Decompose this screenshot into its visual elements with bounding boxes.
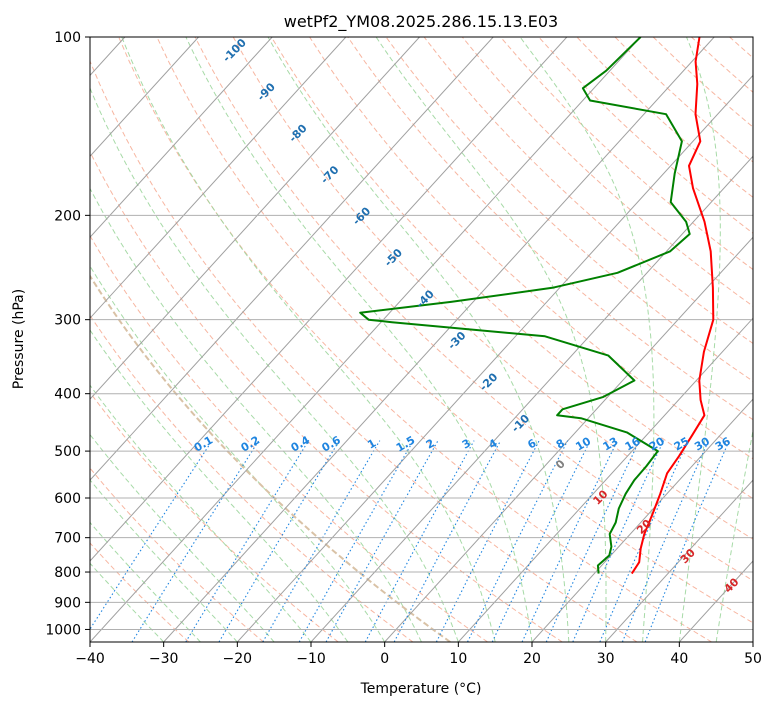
moist-adiabat-line bbox=[519, 37, 655, 642]
isotherm-line bbox=[90, 37, 420, 400]
mixing-ratio-line bbox=[90, 440, 213, 631]
x-tick-label: 40 bbox=[670, 651, 688, 667]
dry-adiabat-line bbox=[90, 59, 638, 642]
y-tick-label: 200 bbox=[54, 208, 81, 224]
y-tick-label: 900 bbox=[54, 595, 81, 611]
mixing-ratio-line bbox=[262, 440, 381, 642]
dry-adiabat-line bbox=[270, 37, 753, 500]
mixing-ratio-line bbox=[599, 440, 689, 642]
isotherm-line bbox=[384, 236, 753, 642]
profile-series bbox=[359, 37, 715, 575]
moist-adiabat-line bbox=[90, 265, 386, 642]
mixing-ratio-line bbox=[491, 440, 591, 642]
moist-adiabat-line bbox=[90, 562, 165, 642]
x-tick-label: −10 bbox=[296, 651, 326, 667]
x-tick-label: −20 bbox=[223, 651, 253, 667]
moist-adiabat-line bbox=[375, 37, 607, 642]
y-tick-label: 800 bbox=[54, 565, 81, 581]
mixing-ratio-line bbox=[545, 440, 640, 642]
profile-line bbox=[359, 37, 691, 574]
moist-adiabat-line bbox=[185, 37, 533, 642]
moist-adiabat-line bbox=[90, 86, 459, 642]
moist-adiabat-line bbox=[715, 428, 753, 642]
plot-frame bbox=[89, 36, 754, 643]
y-tick-label: 600 bbox=[54, 491, 81, 507]
dry-adiabat-line bbox=[385, 37, 753, 382]
dry-adiabat-line bbox=[156, 37, 753, 624]
mixing-ratio-line bbox=[325, 440, 439, 642]
moist-adiabat-line bbox=[90, 521, 201, 642]
y-tick-label: 500 bbox=[54, 444, 81, 460]
isotherm-line bbox=[90, 37, 494, 481]
x-tick-label: 0 bbox=[380, 651, 389, 667]
isotherm-line bbox=[90, 37, 568, 562]
x-tick-label: 10 bbox=[449, 651, 467, 667]
moist-adiabat-line bbox=[90, 479, 238, 642]
isotherm-line bbox=[457, 317, 753, 642]
x-tick-label: 50 bbox=[744, 651, 762, 667]
dry-adiabat-line bbox=[90, 150, 563, 642]
isotherm-line bbox=[90, 37, 273, 238]
x-axis: −40 −30 −20 −10 0 10 20 30 40 50 bbox=[75, 642, 762, 667]
isotherm-line bbox=[90, 37, 347, 319]
x-tick-label: 20 bbox=[523, 651, 541, 667]
moist-adiabat-line bbox=[90, 433, 275, 642]
isotherm-line bbox=[605, 479, 753, 642]
y-tick-label: 700 bbox=[54, 531, 81, 547]
dry-adiabat-line bbox=[423, 37, 753, 345]
mixing-ratio-line bbox=[131, 440, 260, 642]
x-tick-label: −30 bbox=[149, 651, 179, 667]
background-lines bbox=[90, 37, 753, 642]
reference-adiabat-line bbox=[90, 274, 451, 642]
x-axis-label: Temperature (°C) bbox=[360, 681, 482, 697]
pressure-gridlines bbox=[90, 37, 753, 630]
isotherm-line bbox=[163, 37, 715, 642]
moist-adiabat-line bbox=[121, 37, 496, 642]
x-tick-label: 30 bbox=[597, 651, 615, 667]
mixing-ratio-line bbox=[621, 440, 710, 642]
profile-line bbox=[630, 37, 715, 575]
moist-adiabat-line bbox=[267, 37, 570, 642]
mixing-ratio-line bbox=[218, 440, 340, 642]
y-axis-label: Pressure (hPa) bbox=[11, 289, 27, 389]
y-tick-label: 300 bbox=[54, 313, 81, 329]
x-tick-label: −40 bbox=[75, 651, 105, 667]
moist-adiabat-line bbox=[90, 329, 349, 642]
isotherm-line bbox=[90, 37, 199, 158]
mixing-ratio-line bbox=[467, 440, 569, 642]
dry-adiabat-line bbox=[309, 37, 753, 460]
y-axis: 100 200 300 400 500 600 700 800 900 1000 bbox=[45, 30, 90, 638]
y-tick-label: 100 bbox=[54, 30, 81, 46]
isotherm-line bbox=[310, 155, 753, 642]
moist-adiabat-line bbox=[678, 37, 721, 642]
dry-adiabat-line bbox=[194, 37, 753, 582]
moist-adiabat-line bbox=[90, 187, 422, 642]
chart-title: wetPf2_YM08.2025.286.15.13.E03 bbox=[284, 12, 558, 32]
mixing-ratio-line bbox=[185, 440, 310, 642]
mixing-ratio-line bbox=[364, 440, 475, 642]
mixing-ratio-line bbox=[572, 440, 665, 642]
isotherm-line bbox=[90, 37, 641, 642]
isotherm-line bbox=[236, 74, 753, 642]
isotherm-line bbox=[531, 398, 753, 642]
mixing-ratio-line bbox=[298, 440, 414, 642]
y-tick-label: 400 bbox=[54, 387, 81, 403]
y-tick-label: 1000 bbox=[45, 622, 81, 638]
